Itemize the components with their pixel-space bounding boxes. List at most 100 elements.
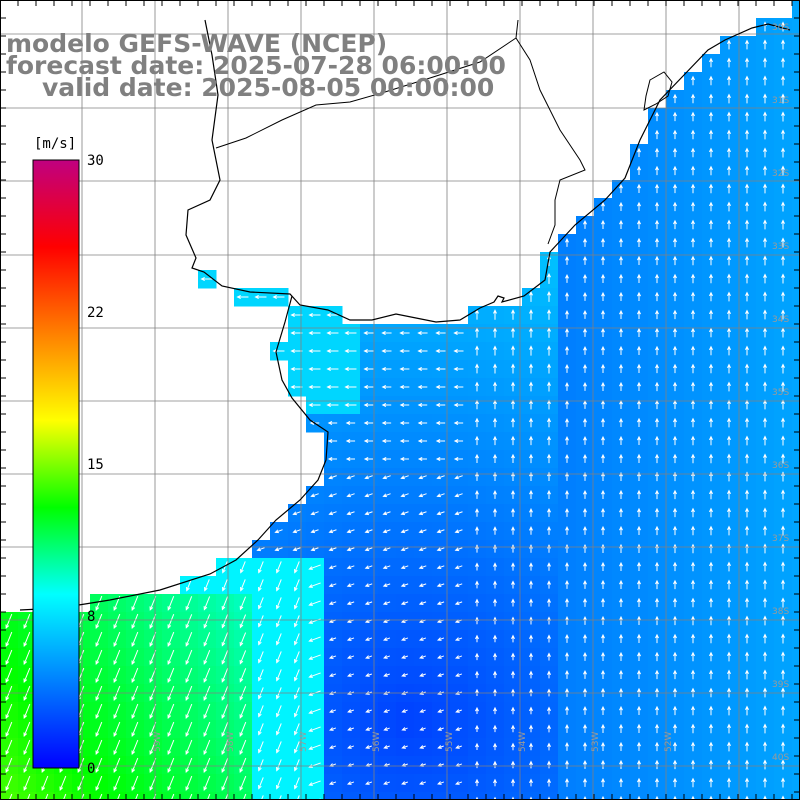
wind-arrow-head [727, 111, 731, 117]
wind-arrow-head [310, 529, 316, 534]
wind-arrow-head [149, 732, 154, 738]
wind-arrow-head [131, 750, 136, 756]
wind-arrow-head [691, 111, 695, 117]
wind-arrow-head [781, 147, 785, 152]
field-cell [126, 792, 145, 800]
wind-arrow-head [276, 677, 280, 682]
wind-arrow-head [347, 709, 352, 713]
field-cell [792, 612, 800, 631]
wind-arrow-head [5, 768, 10, 774]
wind-arrow [276, 633, 282, 645]
wind-arrow-head [655, 633, 659, 639]
wind-arrow-head [601, 417, 605, 423]
wind-arrow-head [781, 381, 785, 386]
field-cell [792, 396, 800, 415]
wind-arrow [131, 649, 139, 665]
wind-arrow-head [745, 525, 749, 530]
wind-arrow-head [346, 493, 351, 498]
lat-label: 30S [772, 23, 789, 33]
wind-arrow-head [565, 742, 569, 747]
wind-arrow-head [673, 237, 677, 243]
wind-arrow-head [727, 345, 731, 351]
wind-arrow-head [763, 507, 767, 512]
wind-arrow-head [691, 507, 695, 513]
wind-arrow [185, 703, 193, 719]
wind-arrow-head [435, 421, 441, 425]
wind-arrow-head [637, 327, 641, 333]
wind-arrow-head [276, 731, 280, 736]
wind-arrow-head [601, 435, 605, 441]
wind-arrow-head [655, 273, 659, 279]
field-cell [108, 792, 127, 800]
wind-arrow-head [454, 619, 460, 623]
wind-arrow-head [745, 777, 749, 782]
lon-label: 59W [153, 732, 163, 752]
wind-arrow [5, 757, 13, 773]
wind-arrow-head [258, 731, 262, 736]
wind-arrow-head [601, 471, 605, 477]
wind-arrow-head [637, 183, 641, 189]
wind-arrow-head [727, 705, 731, 711]
wind-arrow-head [383, 673, 388, 677]
wind-arrow-head [655, 435, 659, 441]
wind-arrow [419, 565, 427, 569]
wind-arrow-head [781, 219, 785, 224]
wind-arrow-head [239, 605, 244, 611]
wind-arrow-head [346, 565, 352, 570]
wind-arrow-head [583, 381, 587, 387]
wind-arrow-head [763, 687, 767, 692]
wind-arrow-head [258, 695, 262, 700]
wind-arrow-head [328, 601, 334, 606]
wind-arrow-head [763, 273, 767, 278]
wind-arrow-head [41, 786, 46, 792]
wind-arrow-head [5, 642, 10, 648]
wind-arrow-head [655, 597, 659, 603]
wind-arrow-head [419, 673, 424, 677]
wind-arrow-head [511, 688, 515, 694]
wind-arrow-head [131, 696, 136, 702]
wind-arrow-head [401, 781, 406, 785]
wind-arrow [309, 654, 321, 660]
wind-arrow [167, 757, 175, 773]
wind-arrow-head [493, 381, 497, 387]
wind-arrow-head [222, 587, 226, 592]
wind-arrow-head [601, 507, 605, 513]
wind-arrow-head [529, 381, 533, 386]
wind-arrow-head [364, 601, 370, 605]
wind-arrow-head [745, 615, 749, 620]
wind-arrow [311, 493, 319, 497]
wind-arrow-head [493, 417, 497, 423]
wind-arrow-head [565, 724, 569, 729]
wind-arrow-head [95, 624, 100, 630]
wind-arrow-head [308, 782, 313, 786]
wind-arrow-head [745, 345, 749, 350]
wind-arrow-head [400, 511, 406, 516]
wind-arrow [221, 668, 229, 682]
wind-arrow-head [453, 421, 459, 425]
wind-arrow [5, 631, 13, 647]
wind-arrow-head [745, 129, 749, 134]
wind-arrow-head [511, 489, 515, 495]
wind-arrow-head [529, 309, 533, 314]
wind-arrow-head [619, 669, 623, 675]
wind-arrow-head [763, 255, 767, 260]
wind-arrow-head [5, 750, 10, 756]
wind-arrow-head [437, 709, 442, 713]
field-cell [450, 792, 469, 800]
wind-arrow-head [637, 165, 641, 171]
wind-arrow-head [363, 457, 369, 461]
wind-arrow-head [673, 93, 677, 99]
wind-arrow-head [691, 651, 695, 657]
wind-arrow-head [328, 637, 334, 641]
wind-arrow-head [727, 795, 731, 800]
wind-arrow-head [619, 705, 623, 711]
wind-arrow [294, 723, 300, 735]
wind-arrow-head [763, 795, 767, 800]
wind-arrow-head [131, 714, 136, 720]
wind-arrow-head [637, 363, 641, 369]
wind-arrow-head [547, 272, 551, 278]
field-cell [504, 792, 523, 800]
wind-arrow-head [364, 475, 369, 480]
wind-arrow-head [619, 507, 623, 513]
wind-arrow [258, 579, 264, 591]
